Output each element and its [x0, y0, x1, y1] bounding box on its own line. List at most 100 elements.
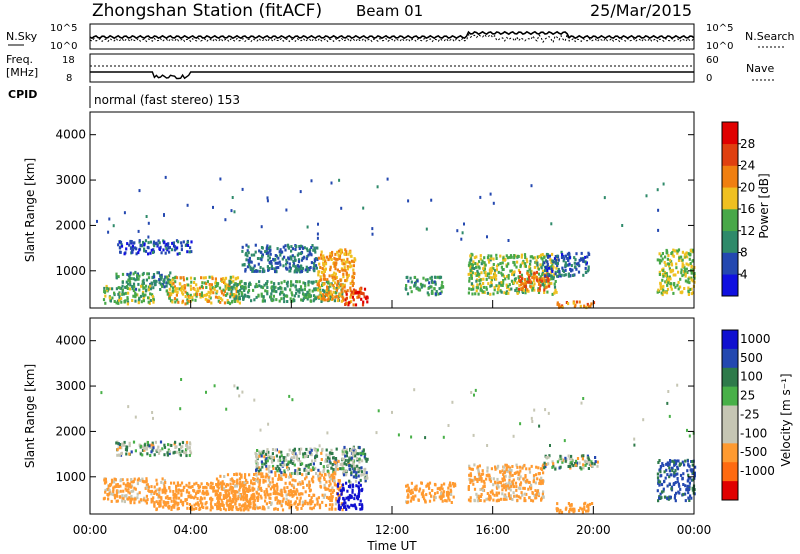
echo-cell	[309, 498, 313, 502]
echo-cell	[499, 254, 502, 258]
echo-cell	[661, 273, 664, 276]
echo-cell	[658, 273, 661, 276]
echo-cell	[345, 296, 348, 300]
echo-cell	[270, 260, 273, 263]
echo-cell	[353, 469, 356, 473]
echo-cell	[480, 284, 483, 288]
echo-cell	[317, 280, 320, 284]
echo-cell	[195, 294, 198, 298]
echo-cell	[518, 270, 522, 274]
echo-cell	[691, 259, 694, 263]
echo-cell	[352, 464, 355, 468]
echo-cell	[590, 463, 593, 467]
echo-cell	[506, 256, 510, 260]
echo-cell	[229, 505, 232, 509]
echo-cell	[188, 453, 191, 457]
echo-cell	[235, 472, 238, 476]
echo-cell	[110, 499, 113, 503]
echo-cell	[218, 295, 221, 299]
echo-cell	[242, 490, 245, 494]
echo-cell	[328, 503, 332, 507]
echo-cell	[131, 244, 134, 248]
freq-tick-bottom: 8	[66, 73, 72, 84]
echo-cell	[342, 467, 345, 471]
echo-cell	[173, 499, 176, 503]
echo-cell	[232, 494, 235, 497]
echo-cell	[105, 480, 108, 484]
echo-cell	[164, 491, 167, 495]
echo-cell	[202, 486, 205, 490]
echo-cell	[507, 276, 510, 280]
echo-cell	[253, 253, 256, 257]
echo-cell	[228, 280, 232, 284]
echo-cell	[254, 459, 257, 463]
echo-cell	[153, 275, 156, 279]
echo-cell	[228, 488, 231, 492]
echo-cell	[296, 469, 299, 473]
echo-cell	[278, 473, 281, 477]
echo-cell	[137, 277, 140, 281]
echo-cell	[359, 499, 362, 503]
echo-cell	[277, 266, 280, 269]
range-tick-label: 3000	[55, 173, 86, 187]
echo-cell	[223, 278, 226, 282]
echo-cell	[554, 289, 557, 293]
echo-cell	[687, 473, 690, 477]
echo-cell	[116, 499, 119, 503]
echo-cell	[517, 495, 520, 499]
echo-cell	[516, 260, 519, 264]
echo-cell	[527, 487, 530, 491]
echo-cell	[679, 285, 682, 289]
echo-cell	[486, 256, 490, 260]
echo-cell	[334, 272, 337, 276]
time-axis-label: Time UT	[366, 539, 417, 553]
echo-cell	[278, 299, 281, 303]
echo-cell	[583, 505, 586, 509]
echo-cell	[240, 497, 243, 501]
echo-cell	[211, 482, 214, 486]
echo-cell	[661, 278, 664, 282]
echo-cell	[146, 272, 149, 276]
echo-cell	[665, 280, 668, 284]
colorbar-swatch	[722, 209, 738, 232]
echo-cell	[143, 447, 146, 451]
echo-cell	[177, 491, 180, 495]
echo-cell	[261, 462, 264, 465]
echo-cell	[326, 456, 330, 460]
echo-cell	[487, 497, 490, 501]
echo-cell	[673, 459, 676, 463]
echo-cell	[585, 460, 588, 464]
echo-cell	[262, 295, 265, 299]
echo-cell	[337, 297, 340, 301]
echo-cell	[318, 478, 321, 482]
echo-cell	[110, 492, 113, 496]
echo-cell	[111, 287, 114, 291]
echo-cell	[158, 499, 161, 503]
echo-cell	[679, 487, 682, 491]
echo-cell	[499, 470, 502, 474]
echo-cell	[535, 270, 538, 274]
echo-cell	[391, 410, 393, 414]
echo-cell	[333, 479, 336, 483]
echo-cell	[318, 285, 322, 289]
echo-cell	[168, 250, 171, 254]
echo-cell	[341, 261, 344, 265]
echo-cell	[550, 267, 553, 271]
echo-cell	[177, 488, 181, 492]
echo-cell	[519, 487, 522, 491]
echo-cell	[125, 247, 128, 251]
echo-cell	[286, 300, 289, 303]
echo-cell	[288, 493, 292, 497]
echo-cell	[496, 477, 499, 481]
echo-cell	[308, 489, 312, 493]
echo-cell	[205, 286, 208, 289]
echo-cell	[178, 496, 181, 500]
echo-cell	[684, 252, 687, 256]
echo-cell	[268, 496, 271, 500]
echo-cell	[282, 264, 285, 268]
echo-cell	[345, 507, 348, 511]
echo-cell	[335, 483, 338, 487]
echo-cell	[492, 274, 496, 278]
echo-cell	[573, 305, 576, 309]
